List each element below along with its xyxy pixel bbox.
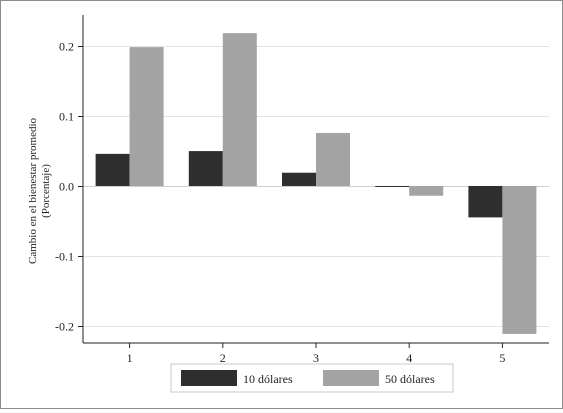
bar-10-dolares-3 xyxy=(282,172,316,186)
x-ticks: 1 2 3 4 5 xyxy=(127,343,505,365)
y-tick-label: -0.2 xyxy=(55,320,74,334)
bar-50-dolares-2 xyxy=(222,33,257,186)
y-axis-label-line-1: Cambio en el bienestar promedio xyxy=(27,117,39,264)
y-axis-label: Cambio en el bienestar promedio (Porcent… xyxy=(27,117,52,264)
bar-50-dolares-1 xyxy=(129,47,164,186)
bar-50-dolares-4 xyxy=(409,185,444,196)
legend: 10 dólares 50 dólares xyxy=(170,363,454,393)
bars xyxy=(95,33,537,334)
x-tick-label: 3 xyxy=(313,351,319,365)
legend-box xyxy=(170,363,454,393)
bar-10-dolares-2 xyxy=(188,151,223,186)
x-tick-label: 4 xyxy=(406,351,412,365)
bar-50-dolares-3 xyxy=(316,132,350,186)
x-tick-label: 5 xyxy=(499,351,505,365)
y-ticks: -0.2 -0.1 0.0 0.1 0.2 xyxy=(55,40,83,334)
bar-50-dolares-5 xyxy=(502,185,537,334)
legend-swatch-10-dolares xyxy=(181,370,237,386)
legend-label-50-dolares: 50 dólares xyxy=(385,372,435,386)
y-tick-label: 0.0 xyxy=(59,180,74,194)
bar-10-dolares-4 xyxy=(375,185,410,187)
bar-10-dolares-1 xyxy=(95,153,130,186)
legend-swatch-50-dolares xyxy=(323,370,379,386)
bar-10-dolares-5 xyxy=(468,185,503,218)
y-tick-label: -0.1 xyxy=(55,250,74,264)
x-tick-label: 2 xyxy=(220,351,226,365)
x-tick-label: 1 xyxy=(127,351,133,365)
y-axis-label-line-2: (Porcentaje) xyxy=(40,164,52,218)
y-tick-label: 0.1 xyxy=(59,110,74,124)
legend-label-10-dolares: 10 dólares xyxy=(243,372,293,386)
y-tick-label: 0.2 xyxy=(59,40,74,54)
